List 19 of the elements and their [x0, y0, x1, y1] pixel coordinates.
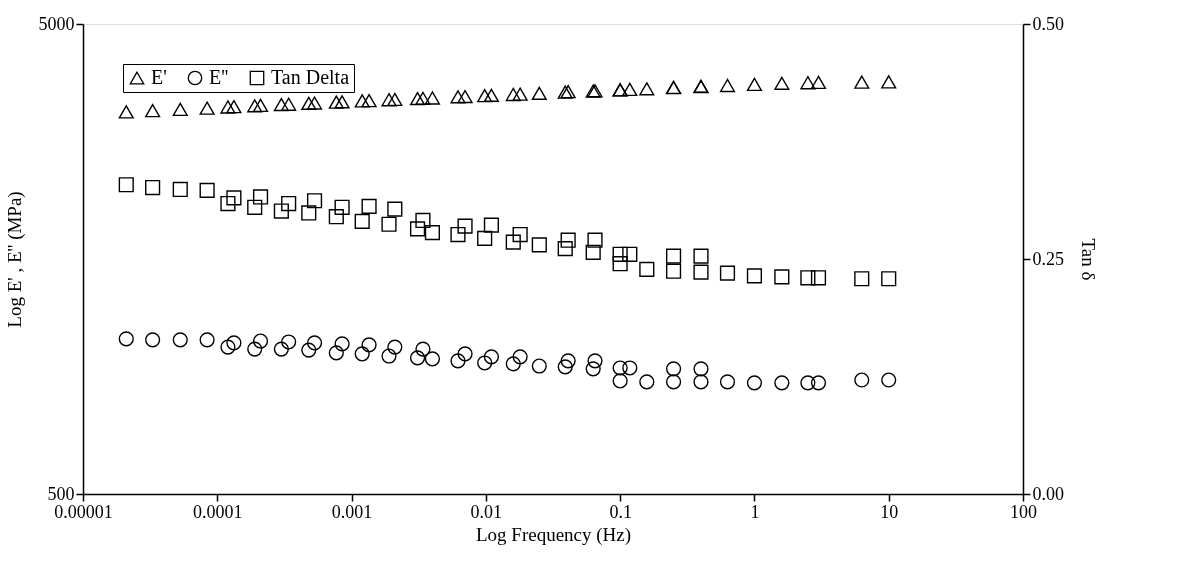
x-tick-label: 10: [880, 501, 899, 522]
x-tick-label: 0.1: [609, 501, 632, 522]
x-tick-label: 100: [1010, 501, 1037, 522]
legend-label: E'': [209, 66, 229, 88]
y2-axis-title: Tan δ: [1078, 238, 1099, 281]
x-axis-title: Log Frequency (Hz): [475, 523, 632, 546]
x-tick-label: 0.001: [331, 501, 373, 522]
y2-tick-label: 0.00: [1032, 483, 1064, 504]
y-tick-label: 500: [47, 483, 75, 504]
y-tick-label: 5000: [38, 13, 75, 34]
legend-label: E': [151, 66, 167, 88]
legend-label: Tan Delta: [271, 66, 350, 88]
y2-tick-label: 0.50: [1032, 13, 1064, 34]
x-tick-label: 0.01: [470, 501, 503, 522]
y-axis-title: Log E' , E'' (MPa): [3, 191, 26, 328]
x-tick-label: 0.0001: [193, 501, 243, 522]
x-tick-label: 1: [750, 501, 760, 522]
y2-tick-label: 0.25: [1032, 248, 1064, 269]
x-tick-label: 0.00001: [54, 501, 113, 522]
